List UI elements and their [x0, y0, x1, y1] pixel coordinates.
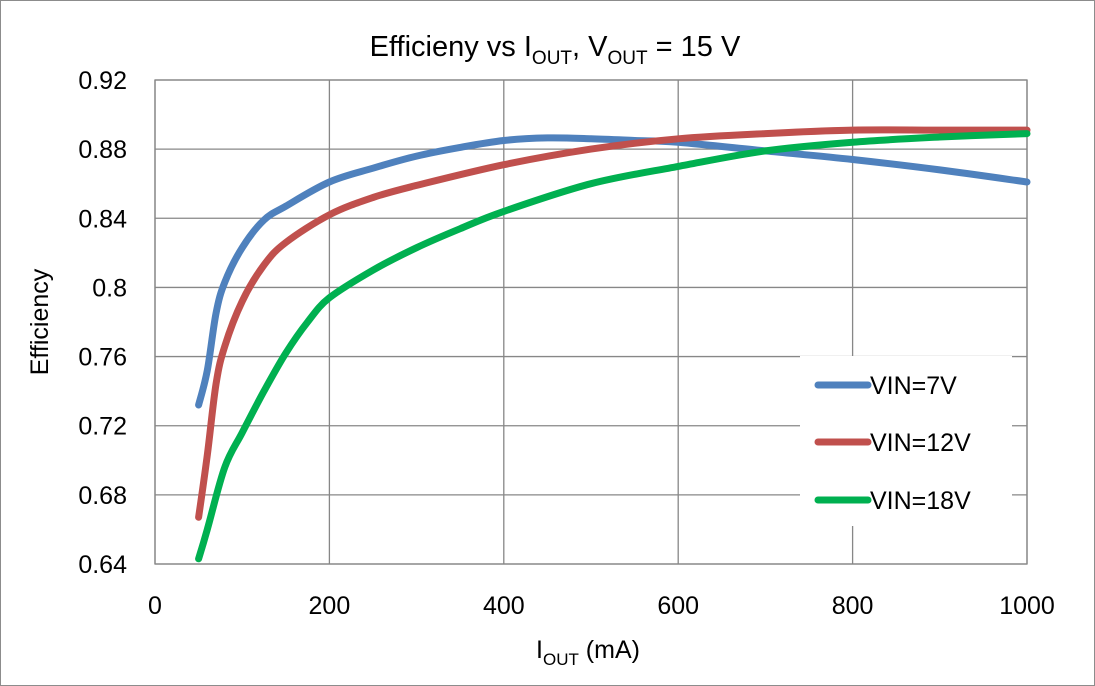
title-tail: = 15 V	[648, 31, 741, 63]
plot-area	[154, 79, 1028, 565]
x-tick-label: 0	[148, 592, 162, 620]
y-tick-label: 0.8	[92, 274, 127, 302]
y-tick-label: 0.84	[78, 205, 127, 233]
x-tick-label: 1000	[999, 592, 1055, 620]
x-tick-labels: 0 200 400 600 800 1000	[148, 592, 1055, 620]
y-tick-label: 0.76	[78, 344, 127, 372]
x-tick-label: 400	[483, 592, 525, 620]
x-tick-label: 800	[832, 592, 874, 620]
title-mid: , V	[572, 31, 608, 63]
title-sub-2: OUT	[608, 48, 649, 69]
y-tick-label: 0.88	[78, 136, 127, 164]
legend-label-vin-7v: VIN=7V	[870, 372, 957, 400]
title-sub-1: OUT	[532, 48, 573, 69]
series-line-vin-12v	[195, 126, 1031, 521]
series-line-vin-18v	[195, 130, 1031, 563]
y-tick-label: 0.68	[78, 482, 127, 510]
y-axis-label: Efficiency	[26, 268, 54, 375]
legend-label-vin-12v: VIN=12V	[870, 429, 971, 457]
y-tick-label: 0.64	[78, 551, 127, 579]
title-main: Efficieny vs I	[370, 31, 532, 63]
chart-title: Efficieny vs IOUT, VOUT = 15 V	[370, 31, 741, 69]
y-tick-label: 0.72	[78, 413, 127, 441]
legend: VIN=7V VIN=12V VIN=18V	[800, 356, 1012, 526]
series-lines	[195, 126, 1031, 563]
x-label-tail: (mA)	[579, 636, 640, 664]
x-label-sub: OUT	[543, 650, 579, 669]
legend-label-vin-18v: VIN=18V	[870, 487, 971, 515]
y-tick-labels: 0.64 0.68 0.72 0.76 0.8 0.84 0.88 0.92	[78, 67, 127, 579]
x-axis-label: IOUT (mA)	[536, 636, 640, 669]
x-label-main: I	[536, 636, 543, 664]
series-line-vin-7v	[195, 134, 1031, 409]
x-tick-label: 200	[309, 592, 351, 620]
x-tick-label: 600	[657, 592, 699, 620]
y-tick-label: 0.92	[78, 67, 127, 95]
